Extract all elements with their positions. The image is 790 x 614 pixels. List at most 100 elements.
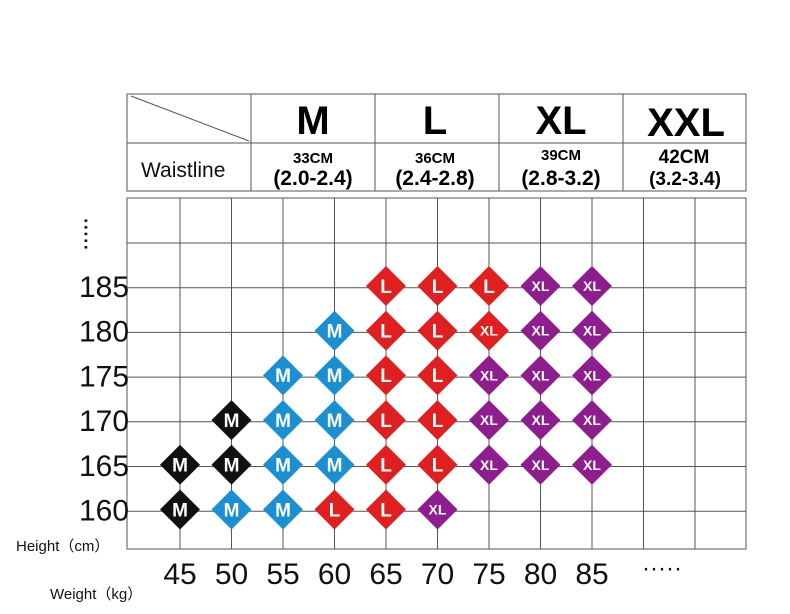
marker-label: M — [275, 411, 291, 432]
marker-diamond — [469, 310, 509, 351]
marker-label: XL — [583, 367, 601, 383]
marker-label: M — [327, 322, 343, 343]
size-marker: L — [417, 355, 458, 396]
marker-label: L — [380, 322, 392, 343]
size-marker: XL — [520, 400, 561, 441]
marker-label: XL — [532, 457, 550, 473]
corner-diagonal — [130, 95, 250, 142]
marker-label: XL — [532, 278, 550, 294]
marker-diamond — [417, 400, 458, 441]
x-tick-label: 70 — [421, 558, 454, 591]
marker-label: L — [483, 277, 495, 298]
size-marker: M — [314, 310, 355, 351]
header-table: Waistline M L XL XXL 33CM 36CM 39CM 42CM… — [126, 93, 747, 192]
waist-cm-m: 33CM — [293, 150, 333, 167]
marker-label: M — [172, 456, 188, 477]
size-marker: M — [263, 355, 303, 396]
marker-diamond — [314, 489, 355, 530]
marker-diamond — [417, 266, 458, 306]
marker-diamond — [263, 489, 303, 530]
marker-label: XL — [480, 367, 498, 383]
size-marker: M — [211, 444, 252, 485]
size-marker: XL — [469, 355, 509, 396]
size-marker: XL — [469, 400, 509, 441]
marker-label: M — [275, 366, 291, 387]
marker-label: XL — [583, 278, 601, 294]
marker-label: L — [380, 411, 392, 432]
y-tick-label: 180 — [79, 316, 129, 349]
marker-diamond — [263, 355, 303, 396]
marker-diamond — [572, 310, 612, 351]
size-marker: M — [211, 489, 252, 530]
marker-diamond — [366, 266, 406, 306]
marker-diamond — [314, 400, 355, 441]
marker-diamond — [417, 355, 458, 396]
x-tick-label: 45 — [163, 558, 196, 591]
x-continuation-dots: ····· — [642, 555, 682, 582]
waist-range-m: (2.0-2.4) — [273, 167, 352, 190]
size-marker: XL — [572, 444, 612, 485]
size-marker: XL — [417, 489, 458, 530]
marker-label: L — [380, 500, 392, 521]
size-marker: L — [366, 266, 406, 306]
size-marker: M — [314, 444, 355, 485]
x-tick-label: 80 — [524, 558, 557, 591]
grid-border — [126, 197, 747, 550]
marker-diamond — [520, 355, 561, 396]
marker-label: XL — [583, 323, 601, 339]
marker-label: M — [275, 500, 291, 521]
marker-label: L — [380, 366, 392, 387]
waist-range-xxl: (3.2-3.4) — [649, 169, 721, 190]
waistline-label: Waistline — [141, 159, 225, 182]
marker-diamond — [366, 310, 406, 351]
marker-diamond — [160, 489, 200, 530]
marker-diamond — [314, 310, 355, 351]
size-marker: M — [314, 400, 355, 441]
marker-diamond — [572, 400, 612, 441]
marker-label: L — [432, 456, 444, 477]
waist-cm-xl: 39CM — [541, 147, 581, 164]
x-tick-label: 85 — [575, 558, 608, 591]
size-marker: M — [263, 400, 303, 441]
marker-diamond — [572, 355, 612, 396]
marker-diamond — [469, 266, 509, 306]
marker-label: M — [275, 456, 291, 477]
size-marker: M — [263, 444, 303, 485]
marker-diamond — [520, 400, 561, 441]
marker-diamond — [469, 355, 509, 396]
size-marker: L — [314, 489, 355, 530]
size-header-m: M — [296, 99, 329, 143]
size-marker: XL — [572, 355, 612, 396]
size-marker: XL — [572, 400, 612, 441]
marker-diamond — [417, 444, 458, 485]
y-tick-label: 160 — [79, 495, 129, 528]
size-marker: L — [366, 310, 406, 351]
marker-diamond — [417, 310, 458, 351]
size-marker: M — [263, 489, 303, 530]
marker-label: L — [432, 411, 444, 432]
size-marker: XL — [469, 310, 509, 351]
marker-diamond — [366, 400, 406, 441]
marker-diamond — [366, 355, 406, 396]
waist-cm-l: 36CM — [415, 150, 455, 167]
y-tick-label: 185 — [79, 271, 129, 304]
waist-cm-xxl: 42CM — [659, 147, 710, 168]
marker-diamond — [572, 266, 612, 306]
marker-diamond — [314, 355, 355, 396]
size-marker: M — [160, 489, 200, 530]
size-marker: L — [366, 400, 406, 441]
x-tick-label: 65 — [369, 558, 402, 591]
size-marker: L — [417, 310, 458, 351]
marker-diamond — [263, 444, 303, 485]
size-marker: L — [366, 489, 406, 530]
y-tick-label: 175 — [79, 360, 129, 393]
marker-diamond — [469, 444, 509, 485]
size-marker: XL — [572, 266, 612, 306]
y-tick-label: 170 — [79, 405, 129, 438]
size-marker: L — [469, 266, 509, 306]
marker-label: M — [224, 456, 240, 477]
marker-label: XL — [480, 412, 498, 428]
marker-label: M — [327, 366, 343, 387]
marker-label: XL — [583, 457, 601, 473]
